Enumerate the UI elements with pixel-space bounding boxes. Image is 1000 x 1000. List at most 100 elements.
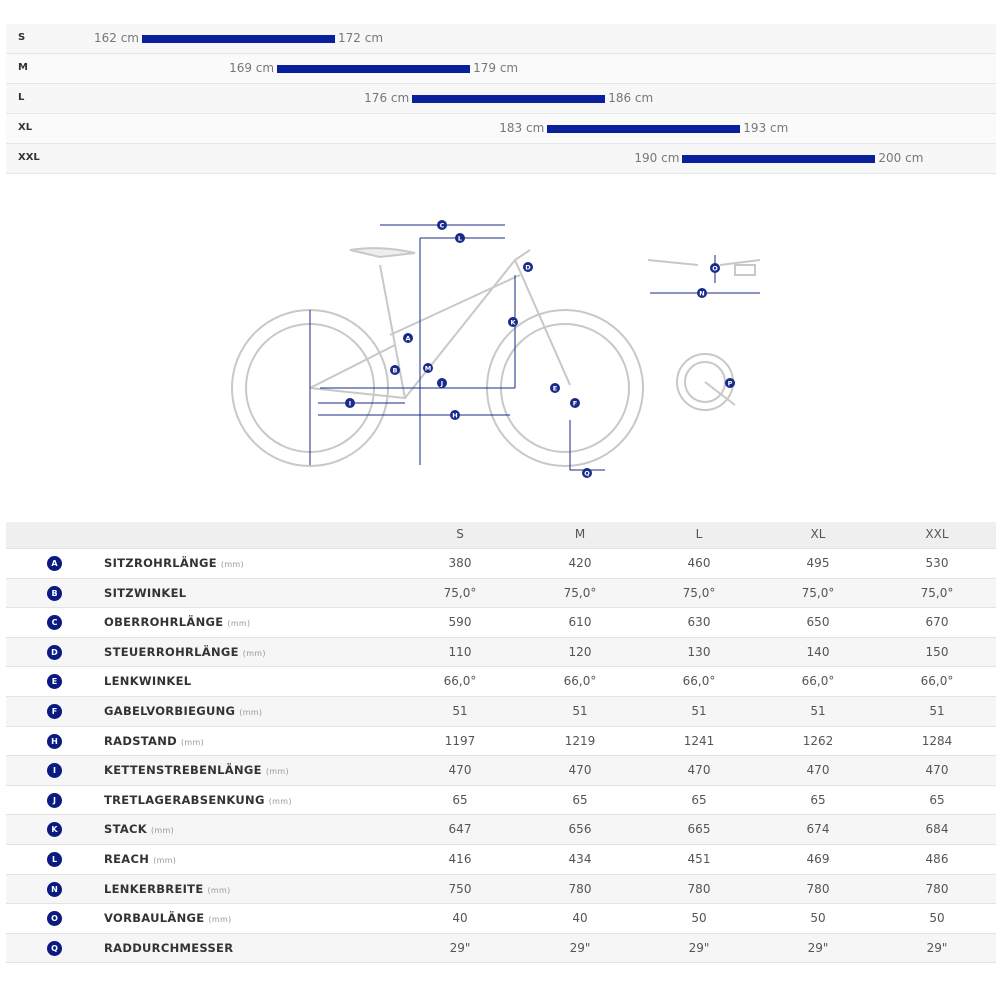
table-cell: 780: [568, 881, 592, 896]
measurement-unit: (mm): [265, 767, 289, 777]
measurement-name: STEUERROHRLÄNGE (mm): [104, 645, 266, 659]
table-row: O VORBAULÄNGE (mm) 40 40 50 50 50: [6, 904, 996, 934]
table-cell: 656: [568, 822, 592, 837]
measurement-key-badge: O: [47, 911, 62, 927]
measurement-label: SITZWINKEL: [104, 585, 187, 600]
table-cell: 29": [688, 940, 710, 955]
measurement-label: TRETLAGERABSENKUNG: [104, 792, 265, 807]
measurement-key-badge: D: [47, 644, 62, 660]
svg-text:H: H: [452, 412, 457, 420]
measurement-unit: (mm): [268, 796, 292, 806]
table-cell: 120: [568, 644, 592, 659]
svg-text:C: C: [440, 222, 445, 230]
table-row: L REACH (mm) 416 434 451 469 486: [6, 844, 996, 875]
measurement-key-badge: L: [47, 851, 62, 867]
table-cell: 469: [806, 851, 830, 866]
table-cell: 66,0°: [920, 674, 954, 689]
measurement-key-badge: A: [47, 556, 62, 571]
table-cell: 434: [568, 851, 592, 866]
column-header-m: M: [574, 527, 586, 541]
measurement-name: TRETLAGERABSENKUNG (mm): [104, 793, 292, 807]
table-cell: 40: [572, 911, 588, 926]
max-height-label: 200 cm: [878, 151, 924, 165]
table-cell: 470: [806, 763, 830, 778]
table-cell: 780: [806, 881, 830, 896]
table-row: E LENKWINKEL 66,0° 66,0° 66,0° 66,0° 66,0°: [6, 667, 996, 697]
measurement-unit: (mm): [227, 619, 251, 629]
table-cell: 75,0°: [443, 585, 477, 600]
table-cell: 380: [448, 556, 472, 570]
size-row-s: S 162 cm 172 cm: [6, 24, 996, 54]
table-cell: 420: [568, 556, 592, 570]
size-label: XL: [18, 122, 33, 133]
measurement-name: VORBAULÄNGE (mm): [104, 911, 231, 925]
measurement-unit: (mm): [151, 826, 175, 836]
table-cell: 470: [687, 763, 711, 778]
table-cell: 75,0°: [920, 585, 954, 600]
size-row-xl: XL 183 cm 193 cm: [6, 114, 996, 144]
table-cell: 150: [925, 644, 949, 659]
bike-geometry-diagram: A B C D E F H I J K L M N O P Q: [231, 220, 761, 478]
measurement-unit: (mm): [207, 885, 231, 895]
table-cell: 65: [572, 792, 588, 807]
measurement-label: SITZROHRLÄNGE: [104, 556, 217, 570]
measurement-unit: (mm): [242, 648, 266, 658]
measurement-key-badge: F: [47, 703, 62, 719]
table-row: B SITZWINKEL 75,0° 75,0° 75,0° 75,0° 75,0°: [6, 578, 996, 609]
table-row: H RADSTAND (mm) 1197 1219 1241 1262 1284: [6, 726, 996, 757]
measurement-label: VORBAULÄNGE: [104, 911, 205, 926]
table-cell: 65: [452, 792, 468, 807]
column-header-xl: XL: [810, 527, 826, 541]
measurement-name: RADSTAND (mm): [104, 734, 204, 748]
min-height-label: 183 cm: [499, 121, 545, 135]
svg-text:K: K: [510, 319, 516, 327]
max-height-label: 186 cm: [608, 91, 654, 105]
table-cell: 40: [452, 911, 468, 926]
table-cell: 665: [687, 822, 711, 837]
measurement-key-badge: B: [47, 585, 62, 601]
diagram-marker-d: D: [523, 262, 533, 272]
measurement-label: RADSTAND: [104, 733, 178, 748]
diagram-marker-p: P: [725, 378, 735, 388]
table-cell: 684: [925, 822, 949, 837]
measurement-label: STEUERROHRLÄNGE: [104, 644, 239, 659]
table-cell: 65: [810, 792, 826, 807]
table-cell: 590: [448, 615, 472, 630]
measurement-key-badge: N: [47, 881, 62, 897]
table-cell: 50: [691, 911, 707, 926]
table-cell: 1262: [802, 733, 834, 748]
table-cell: 460: [687, 556, 711, 570]
measurement-name: KETTENSTREBENLÄNGE (mm): [104, 763, 289, 777]
size-chart: S 162 cm 172 cm M 169 cm 179 cm L 176 cm 1…: [6, 24, 996, 174]
measurement-name: OBERROHRLÄNGE (mm): [104, 615, 250, 629]
measurement-unit: (mm): [239, 707, 263, 717]
diagram-marker-l: L: [455, 233, 465, 243]
svg-text:I: I: [349, 400, 351, 408]
table-cell: 29": [926, 940, 948, 955]
measurement-label: LENKWINKEL: [104, 674, 192, 689]
measurement-name: REACH (mm): [104, 852, 176, 866]
svg-text:A: A: [405, 335, 410, 343]
table-cell: 75,0°: [563, 585, 597, 600]
measurement-label: OBERROHRLÄNGE: [104, 615, 224, 630]
table-cell: 66,0°: [682, 674, 716, 689]
measurement-name: SITZROHRLÄNGE (mm): [104, 556, 244, 570]
table-cell: 1241: [683, 733, 715, 748]
measurement-key-badge: K: [47, 822, 62, 838]
table-cell: 29": [569, 940, 591, 955]
table-cell: 750: [448, 881, 472, 896]
table-cell: 110: [448, 644, 472, 659]
measurement-name: GABELVORBIEGUNG (mm): [104, 704, 262, 718]
measurement-key-badge: J: [47, 792, 62, 808]
table-cell: 50: [929, 911, 945, 926]
table-cell: 140: [806, 644, 830, 659]
table-cell: 66,0°: [563, 674, 597, 689]
frame: [309, 249, 571, 400]
table-cell: 647: [448, 822, 472, 837]
table-cell: 29": [807, 940, 829, 955]
diagram-marker-n: N: [697, 288, 707, 298]
diagram-marker-f: F: [570, 398, 580, 408]
max-height-label: 179 cm: [473, 61, 519, 75]
table-cell: 65: [929, 792, 945, 807]
size-label: S: [18, 32, 26, 43]
